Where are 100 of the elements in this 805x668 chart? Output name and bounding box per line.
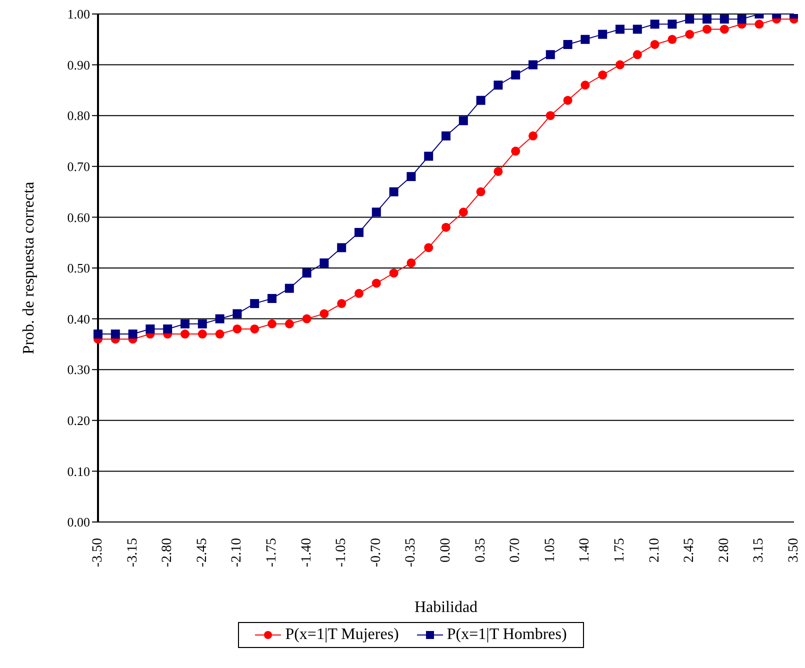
x-tick-label: -0.35 xyxy=(404,538,419,568)
point xyxy=(546,111,555,120)
y-tick-label: 0.70 xyxy=(67,159,90,174)
x-tick-label: -3.15 xyxy=(125,538,140,568)
point xyxy=(389,187,398,196)
point xyxy=(232,324,242,334)
legend-label: P(x=1|T Mujeres) xyxy=(284,626,399,644)
point xyxy=(632,50,642,60)
point xyxy=(337,299,346,308)
point xyxy=(180,319,190,328)
x-tick-label: -2.10 xyxy=(230,538,245,568)
point xyxy=(284,319,294,328)
point xyxy=(198,330,207,339)
point xyxy=(563,40,572,49)
point xyxy=(458,116,468,126)
point xyxy=(650,40,660,49)
point xyxy=(685,30,694,39)
point xyxy=(232,309,242,318)
x-axis-title: Habilidad xyxy=(414,599,478,616)
point xyxy=(198,319,207,328)
x-tick-label: 3.50 xyxy=(786,538,802,562)
point xyxy=(424,243,434,252)
x-tick-label: 1.75 xyxy=(612,538,628,562)
point xyxy=(754,20,764,29)
x-tick-label: -1.75 xyxy=(264,538,280,568)
point xyxy=(580,80,590,90)
y-tick-label: 0.90 xyxy=(67,57,90,72)
point xyxy=(372,278,381,288)
x-tick-label: -1.05 xyxy=(334,538,350,568)
x-tick-label: 2.10 xyxy=(647,538,662,562)
point xyxy=(250,324,260,334)
point xyxy=(354,228,364,237)
point xyxy=(406,258,416,268)
point xyxy=(528,60,538,70)
y-tick-label: 0.80 xyxy=(67,108,90,124)
point xyxy=(616,60,624,70)
legend-label: P(x=1|T Hombres) xyxy=(446,626,567,644)
point xyxy=(250,299,260,308)
point xyxy=(546,50,555,60)
point xyxy=(598,70,608,80)
x-tick-label: 1.40 xyxy=(578,538,593,562)
point xyxy=(215,330,224,339)
point xyxy=(720,24,729,34)
point xyxy=(215,314,224,324)
point xyxy=(737,14,746,24)
point xyxy=(616,24,624,34)
point xyxy=(302,268,312,278)
point xyxy=(632,24,642,34)
point xyxy=(302,314,312,324)
point xyxy=(598,30,608,39)
x-tick-label: 0.35 xyxy=(473,538,488,562)
point xyxy=(320,309,329,318)
point xyxy=(528,131,538,140)
y-tick-label: 0.30 xyxy=(67,362,90,378)
point xyxy=(476,187,486,196)
point xyxy=(650,20,660,29)
point xyxy=(511,146,520,156)
point xyxy=(702,24,712,34)
x-tick-label: -1.40 xyxy=(299,538,314,568)
y-axis-title: Prob. de respuesta correcta xyxy=(20,182,38,354)
point xyxy=(389,268,398,278)
y-tick-label: 0.10 xyxy=(67,464,90,479)
point xyxy=(354,288,364,298)
point xyxy=(442,131,450,140)
point xyxy=(337,243,346,252)
y-tick-label: 0.50 xyxy=(67,260,90,276)
point xyxy=(372,208,381,217)
x-tick-label: -0.70 xyxy=(368,538,384,568)
x-tick-label: 3.15 xyxy=(752,538,767,562)
point xyxy=(494,80,503,90)
point xyxy=(284,284,294,293)
point xyxy=(442,222,450,232)
point xyxy=(146,324,155,334)
x-tick-label: -3.50 xyxy=(90,538,106,568)
y-tick-label: 0.00 xyxy=(67,514,90,530)
x-tick-label: 1.05 xyxy=(542,538,558,562)
point xyxy=(685,14,694,24)
point xyxy=(494,166,503,176)
point xyxy=(406,172,416,182)
point xyxy=(180,330,190,339)
point xyxy=(476,96,486,105)
point xyxy=(110,330,120,339)
x-tick-label: -2.80 xyxy=(160,538,176,568)
x-tick-label: 0.00 xyxy=(438,538,454,562)
y-tick-label: 1.00 xyxy=(67,6,90,22)
point xyxy=(668,34,677,44)
point xyxy=(320,258,329,268)
x-tick-label: -2.45 xyxy=(194,538,210,568)
point xyxy=(268,294,276,303)
x-tick-label: 0.70 xyxy=(508,538,524,562)
y-tick-label: 0.60 xyxy=(67,210,90,225)
point xyxy=(268,319,276,328)
point xyxy=(563,96,572,105)
point xyxy=(94,330,102,339)
y-tick-label: 0.20 xyxy=(67,413,90,428)
point xyxy=(702,14,712,24)
x-tick-label: 2.80 xyxy=(716,538,732,562)
point xyxy=(668,20,677,29)
point xyxy=(580,34,590,44)
point xyxy=(511,70,520,80)
